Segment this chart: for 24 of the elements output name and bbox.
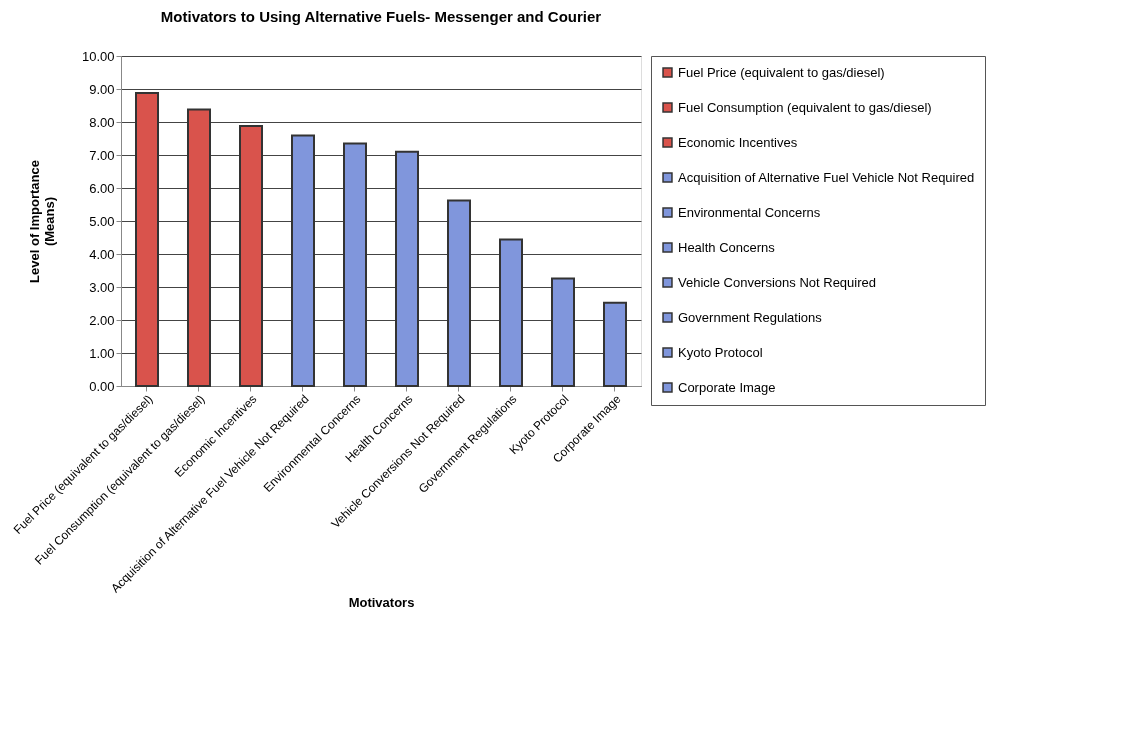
legend-label: Economic Incentives (678, 134, 798, 150)
legend-label: Health Concerns (678, 239, 776, 255)
y-tick-label: 10.00 (81, 48, 115, 64)
legend-label: Acquisition of Alternative Fuel Vehicle Not Required (678, 169, 975, 185)
legend-label: Government Regulations (678, 309, 823, 325)
y-tick-label: 9.00 (89, 81, 115, 97)
legend-label: Fuel Consumption (equivalent to gas/diesel) (678, 99, 932, 115)
y-tick-label: 2.00 (89, 312, 115, 328)
legend-label: Vehicle Conversions Not Required (678, 274, 876, 290)
legend-label: Kyoto Protocol (678, 344, 763, 360)
legend-label: Corporate Image (678, 379, 776, 395)
y-tick-label: 4.00 (89, 246, 115, 262)
x-axis-title: Motivators (348, 594, 415, 610)
y-tick-label: 7.00 (89, 147, 115, 163)
y-axis-title: Level of Importance (Means) (26, 160, 57, 283)
y-tick-label: 0.00 (89, 378, 115, 394)
y-tick-label: 3.00 (89, 279, 115, 295)
y-tick-label: 6.00 (89, 180, 115, 196)
y-tick-label: 8.00 (89, 114, 115, 130)
legend-label: Fuel Price (equivalent to gas/diesel) (678, 64, 885, 80)
y-tick-label: 1.00 (89, 345, 115, 361)
legend-label: Environmental Concerns (678, 204, 821, 220)
chart-title: Motivators to Using Alternative Fuels- Messenger and Courier (160, 8, 602, 25)
y-tick-label: 5.00 (89, 213, 115, 229)
